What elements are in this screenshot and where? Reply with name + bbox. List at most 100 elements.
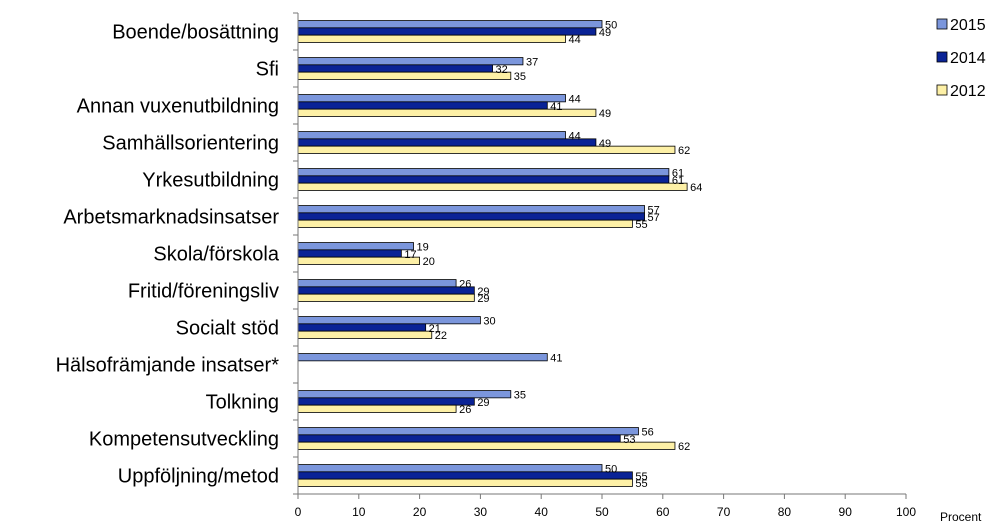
bar (297, 168, 670, 177)
data-label: 53 (623, 434, 635, 446)
data-label: 57 (648, 212, 660, 224)
bar (297, 464, 603, 473)
data-label: 56 (641, 427, 653, 439)
legend-label: 2012 (950, 83, 986, 100)
category-label: Sfi (256, 59, 279, 81)
bar (297, 27, 597, 36)
data-label: 62 (678, 441, 690, 453)
category-label: Arbetsmarknadsinsatser (63, 207, 279, 229)
bar (297, 434, 621, 443)
bar (297, 212, 645, 221)
category-labels: Boende/bosättning Sfi Annan vuxenutbildnin… (56, 22, 280, 488)
category-label: Fritid/föreningsliv (128, 281, 279, 303)
bar (297, 316, 481, 325)
category-label: Uppföljning/metod (118, 466, 279, 488)
data-label: 62 (678, 145, 690, 157)
legend-swatch (936, 84, 948, 96)
x-tick-label: 90 (839, 505, 853, 519)
bar (297, 293, 475, 302)
bar (297, 404, 457, 413)
bar (297, 249, 402, 258)
data-label: 55 (635, 478, 647, 490)
legend-swatch (936, 18, 948, 30)
x-axis-unit-label: Procent (940, 510, 982, 524)
data-label: 21 (429, 323, 441, 335)
data-label: 30 (483, 316, 495, 328)
data-label: 50 (605, 20, 617, 32)
data-label: 37 (526, 57, 538, 69)
data-label: 61 (672, 168, 684, 180)
data-label: 29 (477, 293, 489, 305)
category-label: Skola/förskola (153, 244, 279, 266)
x-tick-label: 70 (717, 505, 731, 519)
data-label: 22 (435, 330, 447, 342)
legend: 2015 2014 2012 (936, 17, 986, 100)
bar (297, 145, 676, 154)
bar (297, 131, 566, 140)
x-tick-label: 10 (352, 505, 366, 519)
data-label: 55 (635, 471, 647, 483)
x-tick-label: 80 (778, 505, 792, 519)
bar (297, 138, 597, 147)
bar (297, 286, 475, 295)
category-label: Hälsofrämjande insatser* (56, 355, 280, 377)
axes: 0 10 20 30 40 50 60 70 80 90 100 (293, 12, 916, 519)
bar (297, 330, 433, 339)
bar (297, 441, 676, 450)
data-label: 49 (599, 138, 611, 150)
bar (297, 71, 512, 80)
bar (297, 397, 475, 406)
data-label: 17 (404, 249, 416, 261)
x-tick-label: 40 (535, 505, 549, 519)
bar (297, 471, 633, 480)
data-label: 50 (605, 464, 617, 476)
data-label: 64 (690, 182, 702, 194)
data-label: 55 (635, 219, 647, 231)
bars (297, 20, 688, 487)
category-label: Boende/bosättning (112, 22, 279, 44)
bar (297, 478, 633, 487)
bar (297, 34, 566, 43)
data-label: 35 (514, 71, 526, 83)
bar (297, 279, 457, 288)
data-label: 26 (459, 404, 471, 416)
bar (297, 57, 524, 66)
data-label: 44 (569, 94, 581, 106)
bar (297, 94, 566, 103)
data-label: 35 (514, 390, 526, 402)
data-label: 29 (477, 397, 489, 409)
x-tick-label: 0 (295, 505, 302, 519)
bar (297, 205, 645, 214)
category-label: Samhällsorientering (102, 133, 279, 155)
legend-label: 2014 (950, 50, 986, 67)
data-label: 41 (550, 101, 562, 113)
category-label: Annan vuxenutbildning (77, 96, 279, 118)
data-label: 32 (496, 64, 508, 76)
bar (297, 242, 414, 251)
data-label: 41 (550, 353, 562, 365)
bar (297, 353, 548, 362)
data-label: 29 (477, 286, 489, 298)
bar (297, 219, 633, 228)
bar (297, 427, 639, 436)
x-tick-label: 50 (595, 505, 609, 519)
category-label: Socialt stöd (176, 318, 279, 340)
bar (297, 175, 670, 184)
data-label: 19 (417, 242, 429, 254)
data-label: 44 (569, 131, 581, 143)
legend-label: 2015 (950, 17, 986, 34)
x-tick-label: 30 (474, 505, 488, 519)
data-label: 26 (459, 279, 471, 291)
x-tick-label: 100 (896, 505, 916, 519)
legend-swatch (936, 51, 948, 63)
x-tick-label: 60 (656, 505, 670, 519)
data-label: 57 (648, 205, 660, 217)
x-tick-label: 20 (413, 505, 427, 519)
data-label: 49 (599, 108, 611, 120)
bar (297, 101, 548, 110)
bar (297, 20, 603, 29)
bar (297, 323, 427, 332)
bar (297, 256, 420, 265)
category-label: Kompetensutveckling (89, 429, 279, 451)
